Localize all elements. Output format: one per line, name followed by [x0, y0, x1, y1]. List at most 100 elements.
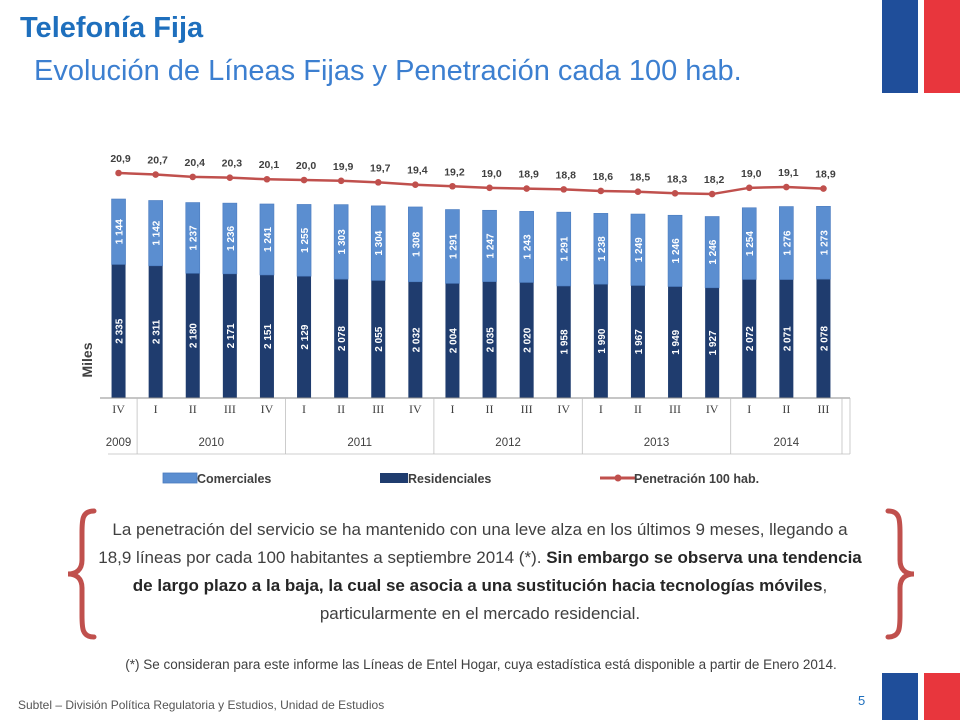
bar-comerciales: [593, 213, 609, 285]
data-label-comerciales: 1 249: [634, 237, 645, 262]
penetration-point: [708, 190, 716, 198]
footer-source: Subtel – División Política Regulatoria y…: [18, 698, 385, 712]
data-label-comerciales: 1 238: [597, 236, 608, 261]
penetration-label: 20,0: [296, 160, 317, 172]
data-label-residenciales: 2 078: [337, 326, 348, 351]
data-label-comerciales: 1 273: [819, 230, 830, 255]
penetration-label: 18,9: [518, 169, 539, 181]
penetration-point: [486, 184, 493, 192]
x-tick-label: I: [450, 402, 454, 416]
data-label-residenciales: 1 927: [708, 330, 719, 355]
bar-comerciales: [148, 200, 163, 267]
year-label: 2011: [347, 437, 372, 449]
x-tick-label: I: [599, 402, 603, 416]
legend-swatch-comerciales: [162, 472, 198, 484]
bar-residenciales: [482, 281, 497, 398]
bar-residenciales: [259, 274, 274, 398]
data-label-residenciales: 2 078: [819, 326, 830, 351]
data-label-comerciales: 1 246: [708, 239, 719, 264]
bar-residenciales: [445, 283, 460, 398]
data-label-residenciales: 2 004: [448, 328, 459, 353]
right-brace-decoration: [884, 508, 920, 645]
data-label-residenciales: 2 032: [411, 327, 422, 352]
bar-comerciales: [667, 214, 683, 287]
analysis-text-part3: , particularmente en el mercado residenc…: [319, 576, 828, 623]
bar-comerciales: [333, 204, 349, 280]
data-label-comerciales: 1 247: [486, 233, 497, 258]
data-label-residenciales: 1 967: [634, 329, 645, 354]
bar-residenciales: [371, 280, 386, 398]
penetration-point: [523, 185, 530, 192]
x-tick-label: IV: [261, 402, 274, 416]
x-tick-label: I: [154, 402, 158, 416]
bar-residenciales: [705, 287, 720, 398]
year-label: 2012: [495, 437, 521, 449]
bar-comerciales: [222, 202, 238, 275]
penetration-label: 19,0: [741, 168, 762, 180]
penetration-point: [189, 173, 197, 181]
bar-comerciales: [370, 205, 386, 281]
year-label: 2013: [644, 437, 670, 449]
data-label-comerciales: 1 303: [337, 229, 348, 254]
data-label-residenciales: 2 151: [263, 324, 274, 349]
bar-comerciales: [816, 206, 831, 280]
page-number: 5: [858, 693, 866, 708]
x-tick-label: IV: [557, 402, 570, 416]
data-label-comerciales: 1 255: [300, 227, 311, 252]
penetration-point: [412, 181, 419, 188]
bar-residenciales: [297, 276, 312, 398]
bar-comerciales: [185, 202, 201, 274]
data-label-residenciales: 2 171: [226, 323, 237, 348]
bar-comerciales: [630, 213, 646, 286]
data-label-comerciales: 1 246: [671, 238, 682, 263]
x-tick-label: III: [817, 402, 829, 416]
bar-residenciales: [185, 273, 200, 398]
penetration-point: [671, 189, 679, 197]
bar-residenciales: [593, 284, 608, 398]
penetration-point: [300, 176, 308, 184]
legend-layer: Comerciales Residenciales Penetración 100 …: [162, 472, 759, 486]
penetration-point: [337, 177, 345, 185]
data-label-comerciales: 1 308: [411, 231, 422, 256]
legend-swatch-residenciales: [380, 473, 408, 483]
penetration-point: [115, 169, 122, 177]
x-tick-label: III: [669, 402, 681, 416]
x-tick-label: IV: [409, 402, 422, 416]
penetration-point: [560, 186, 568, 193]
legend-label-comerciales: Comerciales: [197, 472, 271, 486]
data-label-residenciales: 1 958: [560, 329, 571, 354]
analysis-text-part1: La penetración del servicio se ha manten…: [98, 520, 848, 567]
legend-label-residenciales: Residenciales: [408, 472, 491, 486]
data-label-comerciales: 1 304: [374, 230, 385, 255]
penetration-label: 18,9: [815, 169, 836, 181]
data-label-comerciales: 1 243: [523, 234, 534, 259]
y-axis-label: Miles: [79, 342, 95, 377]
data-label-comerciales: 1 291: [448, 234, 459, 259]
bar-comerciales: [482, 209, 497, 282]
penetration-label: 20,9: [110, 153, 131, 165]
penetration-point: [783, 183, 790, 191]
penetration-label: 19,0: [481, 168, 502, 180]
lines-penetration-chart: 2 335 1 144 2 311 1 142 2 180 1 237 2 171 1 236…: [79, 153, 851, 486]
data-label-residenciales: 2 020: [523, 327, 534, 352]
bar-residenciales: [111, 264, 126, 398]
data-label-comerciales: 1 276: [782, 230, 793, 255]
bar-residenciales: [334, 279, 349, 398]
x-tick-label: II: [634, 402, 642, 416]
bar-comerciales: [704, 216, 720, 289]
data-label-comerciales: 1 142: [152, 220, 163, 245]
bar-residenciales: [816, 279, 831, 398]
penetration-label: 18,6: [593, 171, 614, 183]
penetration-label: 18,5: [630, 172, 651, 184]
bar-residenciales: [148, 265, 163, 398]
penetration-label: 20,3: [222, 158, 243, 170]
penetration-label: 20,1: [259, 159, 280, 171]
penetration-point: [152, 171, 159, 178]
penetration-point: [226, 174, 234, 181]
data-label-comerciales: 1 144: [115, 219, 126, 244]
penetration-label: 19,2: [444, 166, 465, 178]
bar-comerciales: [556, 211, 572, 287]
penetration-point: [374, 179, 382, 186]
year-label: 2014: [774, 437, 800, 449]
penetration-point: [597, 187, 605, 195]
